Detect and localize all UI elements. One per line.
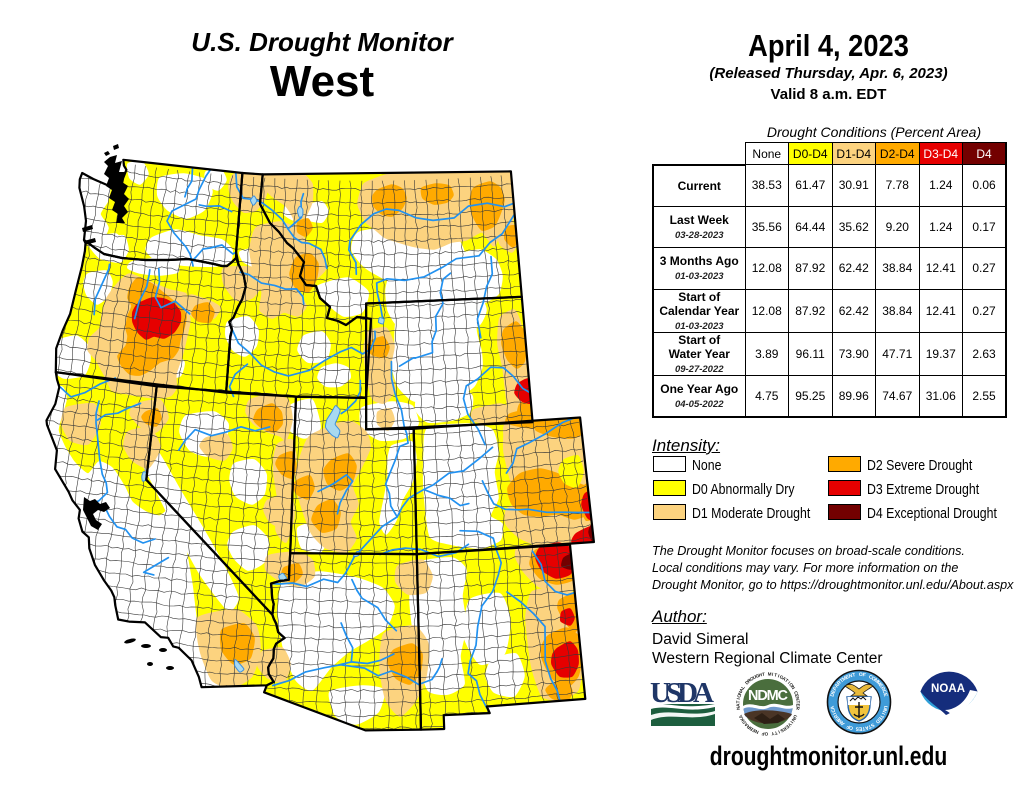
svg-text:A: A xyxy=(738,687,744,693)
svg-text:A: A xyxy=(839,719,846,726)
svg-text:T: T xyxy=(867,723,872,730)
svg-text:C: C xyxy=(868,674,874,681)
svg-text:R: R xyxy=(836,680,843,687)
svg-text:S: S xyxy=(741,719,747,724)
svg-text:E: E xyxy=(877,683,884,690)
svg-text:O: O xyxy=(848,724,854,731)
svg-text:T: T xyxy=(862,725,866,731)
svg-text:V: V xyxy=(786,722,792,728)
svg-text:O: O xyxy=(736,693,742,698)
svg-text:M: M xyxy=(841,675,848,682)
svg-text:N: N xyxy=(737,690,743,696)
svg-text:S: S xyxy=(869,721,875,728)
svg-text:H: H xyxy=(758,672,763,678)
svg-text:N: N xyxy=(790,717,796,723)
svg-text:A: A xyxy=(738,714,744,720)
svg-text:N: N xyxy=(795,697,801,702)
svg-text:E: E xyxy=(785,724,791,730)
svg-text:O: O xyxy=(859,672,863,678)
svg-text:O: O xyxy=(749,675,755,681)
svg-text:NDMC: NDMC xyxy=(748,688,789,704)
svg-text:I: I xyxy=(778,729,781,734)
svg-text:T: T xyxy=(774,730,778,736)
svg-text:K: K xyxy=(739,716,745,722)
svg-text:B: B xyxy=(748,725,754,731)
svg-text:A: A xyxy=(743,721,749,727)
svg-text:O: O xyxy=(788,682,794,688)
svg-text:F: F xyxy=(862,672,866,678)
svg-text:D: D xyxy=(830,692,837,697)
svg-text:P: P xyxy=(832,685,839,691)
svg-text:C: C xyxy=(793,690,799,696)
svg-text:U: U xyxy=(882,705,889,710)
svg-text:E: E xyxy=(845,674,851,681)
svg-text:I: I xyxy=(772,672,774,677)
svg-text:N: N xyxy=(881,708,888,714)
svg-text:T: T xyxy=(852,672,856,678)
svg-text:E: E xyxy=(831,689,838,695)
svg-text:M: M xyxy=(768,671,772,676)
svg-text:E: E xyxy=(795,703,800,706)
svg-text:S: S xyxy=(855,725,859,731)
svg-text:I: I xyxy=(832,711,838,715)
svg-text:Y: Y xyxy=(771,731,775,736)
svg-text:O: O xyxy=(870,676,877,683)
svg-text:O: O xyxy=(764,731,768,736)
svg-text:F: F xyxy=(761,731,765,736)
svg-text:T: T xyxy=(784,678,789,684)
svg-text:E: E xyxy=(751,728,756,734)
svg-text:R: R xyxy=(745,723,751,729)
svg-text:A: A xyxy=(735,703,740,707)
svg-text:G: G xyxy=(755,673,761,679)
svg-text:E: E xyxy=(858,725,862,731)
svg-text:R: R xyxy=(781,726,787,732)
svg-text:S: S xyxy=(780,728,785,734)
svg-text:M: M xyxy=(875,680,882,687)
svg-text:N: N xyxy=(754,729,760,735)
svg-text:A: A xyxy=(864,724,870,731)
svg-text:T: T xyxy=(762,672,766,677)
svg-text:T: T xyxy=(735,700,740,703)
svg-text:N: N xyxy=(848,673,854,680)
svg-text:I: I xyxy=(777,673,780,678)
svg-text:I: I xyxy=(880,712,886,716)
svg-text:A: A xyxy=(781,676,787,682)
svg-text:D: D xyxy=(744,679,750,685)
svg-text:I: I xyxy=(787,680,791,684)
svg-text:G: G xyxy=(779,674,785,680)
svg-text:E: E xyxy=(835,715,842,722)
svg-text:M: M xyxy=(837,717,844,724)
svg-text:F: F xyxy=(846,723,851,730)
svg-text:R: R xyxy=(795,706,801,711)
svg-text:USDA: USDA xyxy=(650,677,714,709)
svg-text:E: E xyxy=(794,694,800,698)
svg-text:L: L xyxy=(740,685,746,690)
svg-text:T: T xyxy=(774,672,778,678)
svg-text:U: U xyxy=(752,674,758,680)
svg-text:D: D xyxy=(874,718,881,725)
svg-text:I: I xyxy=(789,720,794,724)
svg-text:A: A xyxy=(834,682,841,689)
svg-text:T: T xyxy=(878,713,885,719)
svg-text:I: I xyxy=(736,698,741,700)
svg-text:C: C xyxy=(830,708,837,714)
svg-text:R: R xyxy=(879,686,886,692)
svg-text:C: C xyxy=(881,689,888,695)
svg-text:T: T xyxy=(795,700,800,703)
svg-text:T: T xyxy=(839,678,845,685)
svg-text:A: A xyxy=(830,705,837,710)
svg-text:N: N xyxy=(735,706,741,711)
svg-text:N: N xyxy=(790,685,796,691)
svg-text:M: M xyxy=(873,677,880,684)
svg-text:NOAA: NOAA xyxy=(931,683,965,695)
svg-text:E: E xyxy=(876,716,883,723)
svg-text:R: R xyxy=(746,677,752,683)
svg-text:U: U xyxy=(792,714,798,720)
svg-text:E: E xyxy=(882,693,889,698)
svg-text:R: R xyxy=(833,713,840,720)
